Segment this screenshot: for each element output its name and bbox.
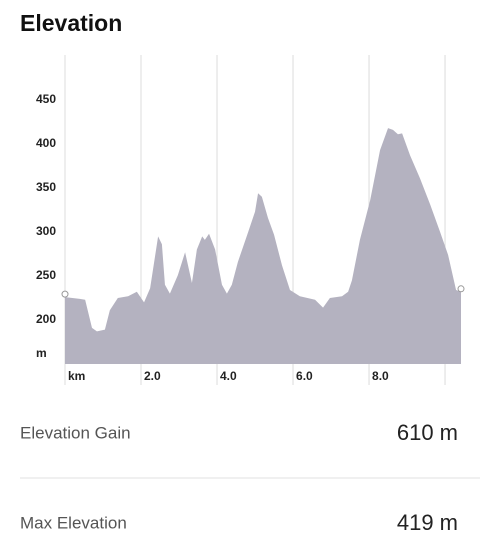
x-tick-label: 2.0 (144, 369, 161, 383)
title: Elevation (20, 10, 122, 36)
y-tick-label: m (36, 346, 47, 360)
y-tick-label: 350 (36, 180, 56, 194)
x-tick-label: km (68, 369, 85, 383)
stat-label: Max Elevation (20, 513, 127, 532)
x-tick-label: 6.0 (296, 369, 313, 383)
stat-value: 610 m (397, 420, 458, 445)
y-tick-label: 400 (36, 136, 56, 150)
y-tick-label: 200 (36, 312, 56, 326)
y-tick-label: 250 (36, 268, 56, 282)
stat-label: Elevation Gain (20, 423, 131, 442)
x-tick-label: 8.0 (372, 369, 389, 383)
y-tick-label: 450 (36, 92, 56, 106)
elevation-area (65, 128, 461, 364)
x-tick-label: 4.0 (220, 369, 237, 383)
y-tick-label: 300 (36, 224, 56, 238)
endpoint-marker (61, 290, 69, 298)
stat-value: 419 m (397, 510, 458, 535)
endpoint-marker (457, 285, 465, 293)
